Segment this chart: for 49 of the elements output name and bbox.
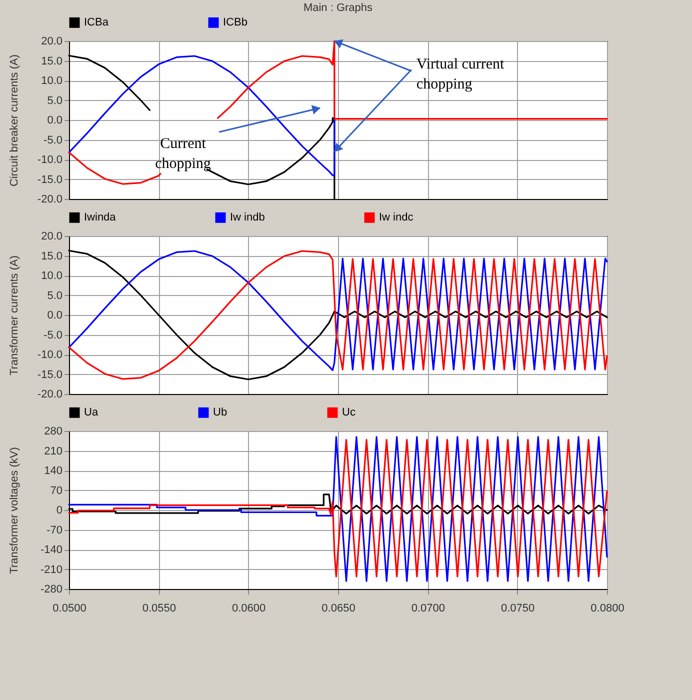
y-tick-label: 20.0 xyxy=(41,230,62,242)
y-tick-label: 140 xyxy=(44,465,62,477)
line-series xyxy=(68,55,336,176)
y-tick-label: -15.0 xyxy=(37,368,62,381)
chart-title: Main : Graphs xyxy=(303,2,374,14)
y-tick-label: 280 xyxy=(44,426,62,438)
x-tick-label: 0.0700 xyxy=(411,602,445,614)
y-tick-label: 15.0 xyxy=(41,250,62,262)
y-tick-label: 0.0 xyxy=(47,310,62,322)
annotation: Virtual current chopping xyxy=(416,56,506,93)
y-tick-label: 15.0 xyxy=(41,55,62,68)
y-tick-label: -210 xyxy=(40,564,62,576)
legend-label: Iw indb xyxy=(230,212,265,224)
legend-label: Ua xyxy=(84,406,99,419)
legend-label: Iw indc xyxy=(379,212,414,224)
x-tick-label: 0.0800 xyxy=(590,602,624,614)
legend-label: Iwinda xyxy=(84,212,117,224)
y-tick-label: -10.0 xyxy=(37,349,62,361)
y-tick-label: 10.0 xyxy=(41,75,62,87)
x-tick-label: 0.0650 xyxy=(322,602,356,614)
y-tick-label: -10.0 xyxy=(37,154,62,166)
y-tick-label: 0 xyxy=(56,504,62,516)
y-axis-title: Transformer voltages (kV) xyxy=(8,447,20,574)
y-tick-label: -70 xyxy=(46,524,62,536)
y-axis-title: Transformer currents (A) xyxy=(8,255,20,376)
y-tick-label: -20.0 xyxy=(37,194,62,206)
y-tick-label: -140 xyxy=(40,544,62,556)
x-tick-label: 0.0750 xyxy=(501,602,535,614)
legend-label: ICBa xyxy=(84,16,110,29)
y-axis-title: Circuit breaker currents (A) xyxy=(8,54,20,187)
y-tick-label: 10.0 xyxy=(41,270,62,282)
y-tick-label: -15.0 xyxy=(37,174,62,186)
y-tick-label: 5.0 xyxy=(47,94,62,107)
legend-label: Uc xyxy=(342,406,356,419)
annotation: Current chopping xyxy=(155,136,212,172)
y-tick-label: 5.0 xyxy=(47,290,62,302)
legend-label: Ub xyxy=(213,406,228,419)
x-tick-label: 0.0550 xyxy=(142,602,176,614)
legend-label: ICBb xyxy=(223,16,248,29)
x-tick-label: 0.0600 xyxy=(232,602,266,614)
y-tick-label: 20.0 xyxy=(41,36,62,48)
x-tick-label: 0.0500 xyxy=(52,602,86,614)
y-tick-label: -5.0 xyxy=(44,329,62,342)
y-tick-label: -20.0 xyxy=(37,388,62,400)
y-tick-label: 210 xyxy=(44,445,62,458)
y-tick-label: 70 xyxy=(50,484,62,497)
y-tick-label: 0.0 xyxy=(47,114,62,126)
y-tick-label: -280 xyxy=(40,584,62,596)
y-tick-label: -5.0 xyxy=(44,134,62,146)
